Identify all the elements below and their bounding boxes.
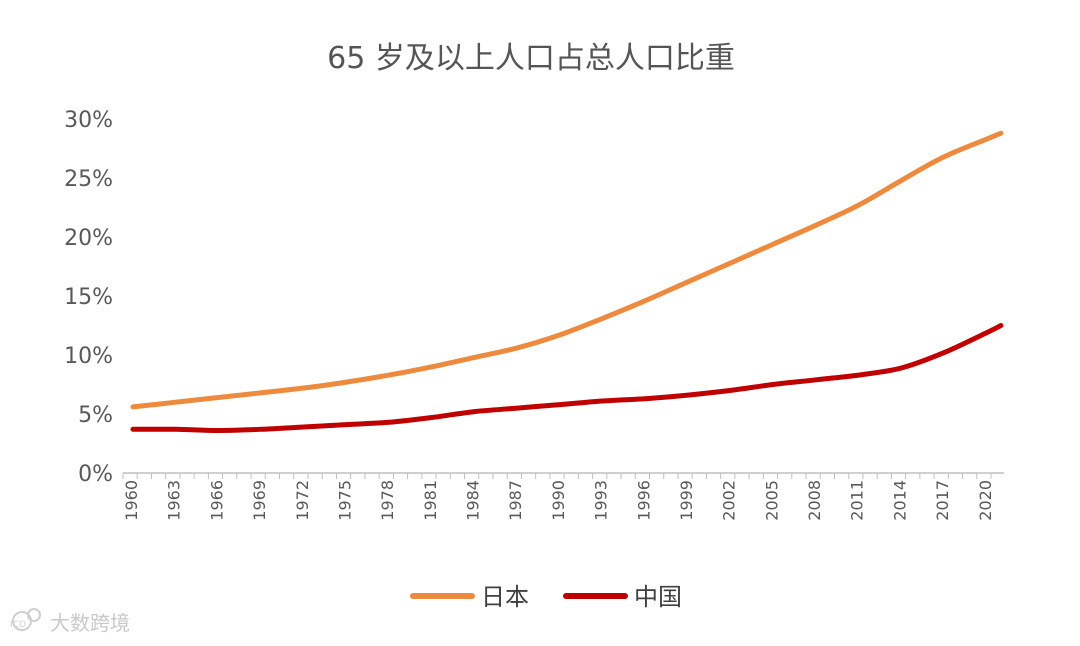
y-tick-label: 0% <box>78 462 113 487</box>
x-tick-label: 1963 <box>165 480 184 521</box>
watermark: ICO 大数跨境 <box>10 608 130 635</box>
y-tick-label: 25% <box>64 167 113 192</box>
x-tick-label: 1969 <box>250 480 269 521</box>
x-tick-label: 1981 <box>421 480 440 521</box>
y-tick-label: 5% <box>78 403 113 428</box>
series-line-0 <box>130 130 1004 410</box>
series-line-1 <box>130 323 1004 433</box>
chart-title: 65 岁及以上人口占总人口比重 <box>327 41 735 76</box>
x-tick-label: 1993 <box>592 480 611 521</box>
legend-label-0: 日本 <box>481 583 529 611</box>
x-tick-label: 1990 <box>549 480 568 521</box>
x-tick-label: 1984 <box>464 480 483 521</box>
x-tick-label: 1978 <box>378 480 397 521</box>
legend: 日本 中国 <box>410 583 682 611</box>
x-tick-label: 2005 <box>762 480 781 521</box>
y-tick-label: 10% <box>64 344 113 369</box>
x-tick-label: 1966 <box>207 480 226 521</box>
x-tick-label: 1987 <box>506 480 525 521</box>
watermark-logo-text: ICO <box>10 620 26 630</box>
x-tick-label: 2011 <box>848 480 867 521</box>
watermark-logo-icon: ICO <box>10 608 41 631</box>
x-tick-label: 1999 <box>677 480 696 521</box>
series-layer <box>130 130 1004 433</box>
x-tick-label: 1975 <box>335 480 354 521</box>
y-tick-label: 15% <box>64 285 113 310</box>
x-tick-label: 2017 <box>933 480 952 521</box>
x-tick-label: 2014 <box>890 480 909 521</box>
legend-label-1: 中国 <box>634 583 682 611</box>
y-tick-label: 20% <box>64 226 113 251</box>
x-axis: 1960 1963 1966 1969 1972 1975 1978 1981 1984 1987… <box>122 472 1004 521</box>
x-tick-label: 2008 <box>805 480 824 521</box>
x-tick-label: 2020 <box>976 480 995 521</box>
x-tick-label: 1996 <box>634 480 653 521</box>
x-tick-label: 1972 <box>293 480 312 521</box>
y-tick-label: 30% <box>64 108 113 133</box>
x-tick-label: 1960 <box>122 480 141 521</box>
y-axis: 0% 5% 10% 15% 20% 25% 30% <box>64 108 113 487</box>
watermark-text: 大数跨境 <box>50 611 130 635</box>
x-tick-label: 2002 <box>720 480 739 521</box>
